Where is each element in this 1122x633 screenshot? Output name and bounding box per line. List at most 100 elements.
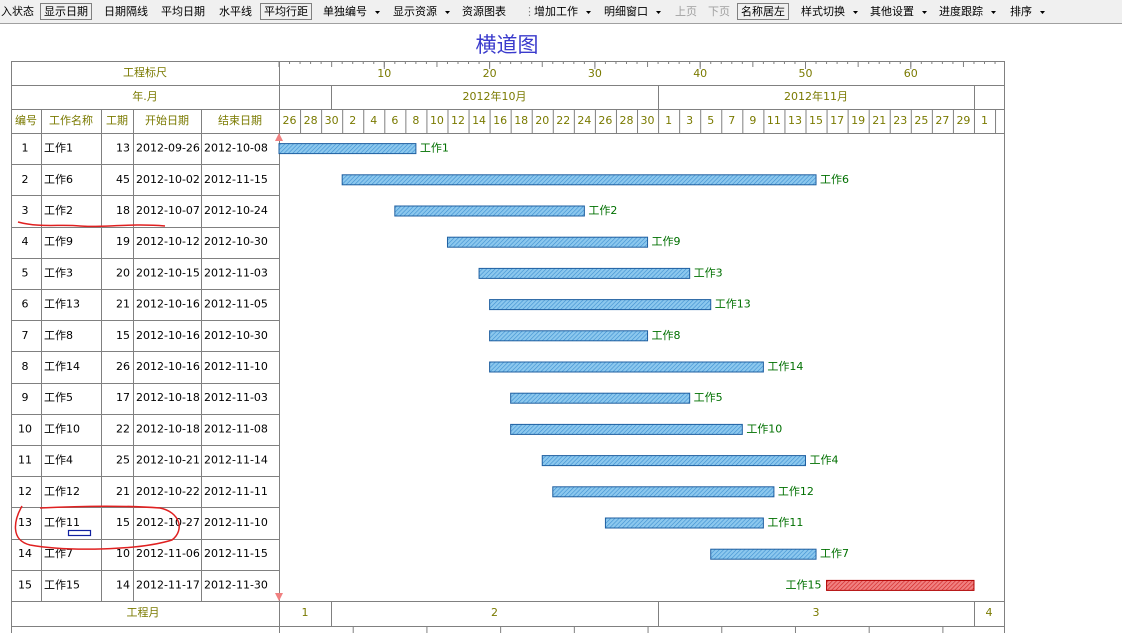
toolbar-button[interactable]: 进度跟踪 <box>939 4 983 18</box>
toolbar-button[interactable]: 其他设置 <box>870 5 914 18</box>
day-label: 5 <box>707 114 714 127</box>
footer-month: 2 <box>491 606 498 619</box>
row-id: 5 <box>22 266 29 279</box>
start-date: 2012-10-02 <box>136 173 200 186</box>
task-bar[interactable] <box>604 517 764 529</box>
day-label: 1 <box>665 114 672 127</box>
bar-label: 工作4 <box>810 454 839 467</box>
day-label: 4 <box>370 114 377 127</box>
day-label: 10 <box>430 114 444 127</box>
bar-label: 工作11 <box>767 516 803 529</box>
button-frame <box>260 3 312 20</box>
start-date: 2012-10-15 <box>136 266 200 279</box>
toolbar-button[interactable]: 资源图表 <box>462 4 506 18</box>
column-header: 工作名称 <box>49 113 93 127</box>
day-label: 30 <box>325 114 339 127</box>
task-bar[interactable] <box>478 267 691 279</box>
task-bar[interactable] <box>510 392 691 404</box>
task-bar[interactable] <box>552 486 775 498</box>
toolbar-button[interactable]: 日期隔线 <box>104 4 148 18</box>
day-label: 11 <box>767 114 781 127</box>
end-date: 2012-11-05 <box>204 298 268 311</box>
start-date: 2012-10-16 <box>136 329 200 342</box>
row-id: 3 <box>22 204 29 217</box>
toolbar-button[interactable]: 平均行距 <box>264 5 308 18</box>
duration: 22 <box>116 422 130 435</box>
end-date: 2012-11-03 <box>204 391 268 404</box>
task-bar[interactable] <box>489 299 712 311</box>
month-label: 2012年11月 <box>784 89 848 103</box>
task-name: 工作3 <box>44 266 73 279</box>
toolbar-button[interactable]: 平均日期 <box>161 5 205 18</box>
task-bar[interactable] <box>341 174 817 186</box>
duration: 14 <box>116 578 130 591</box>
dropdown-arrow <box>1040 11 1045 14</box>
task-bar[interactable] <box>446 236 649 248</box>
time-marker <box>275 133 283 141</box>
column-header: 结束日期 <box>218 114 262 127</box>
end-date: 2012-11-15 <box>204 547 268 560</box>
duration: 21 <box>116 298 130 311</box>
start-date: 2012-11-06 <box>136 547 200 560</box>
bar-label: 工作15 <box>786 578 822 591</box>
duration: 25 <box>116 454 130 467</box>
ruler-tick-label: 40 <box>693 67 707 80</box>
toolbar-button[interactable]: 单独编号 <box>323 4 367 18</box>
end-date: 2012-11-03 <box>204 266 268 279</box>
toolbar-button[interactable]: 样式切换 <box>801 4 845 18</box>
day-label: 15 <box>809 114 823 127</box>
toolbar-button[interactable]: 水平线 <box>219 4 252 18</box>
day-label: 25 <box>914 114 928 127</box>
task-name: 工作6 <box>44 173 73 186</box>
task-name: 工作14 <box>44 360 80 373</box>
day-label: 19 <box>851 114 865 127</box>
ruler-tick-label: 50 <box>799 67 813 80</box>
row-id: 2 <box>22 173 29 186</box>
toolbar-button[interactable]: 上页 <box>675 5 697 18</box>
task-bar[interactable] <box>278 143 417 155</box>
task-bar[interactable] <box>541 455 806 467</box>
day-label: 20 <box>535 114 549 127</box>
row-id: 15 <box>18 578 32 591</box>
toolbar-button[interactable]: 明细窗口 <box>604 4 648 18</box>
title: 横道图 <box>476 33 539 57</box>
task-bar[interactable] <box>826 579 975 591</box>
toolbar-button[interactable]: 名称居左 <box>741 4 785 18</box>
task-bar[interactable] <box>394 205 585 217</box>
toolbar-button[interactable]: 显示日期 <box>44 5 88 18</box>
day-label: 29 <box>956 114 970 127</box>
duration: 21 <box>116 485 130 498</box>
day-label: 18 <box>514 114 528 127</box>
day-label: 8 <box>412 114 419 127</box>
duration: 13 <box>116 142 130 155</box>
task-bar[interactable] <box>710 548 817 560</box>
duration: 45 <box>116 173 130 186</box>
toolbar-button[interactable]: 排序 <box>1010 4 1032 18</box>
end-date: 2012-11-10 <box>204 516 268 529</box>
toolbar-button[interactable]: 增加工作 <box>534 4 578 18</box>
bar-label: 工作2 <box>588 204 617 217</box>
task-bar[interactable] <box>489 330 649 342</box>
day-label: 16 <box>493 114 507 127</box>
day-label: 22 <box>556 114 570 127</box>
task-bar[interactable] <box>489 361 764 373</box>
button-frame <box>737 3 789 20</box>
start-date: 2012-10-16 <box>136 298 200 311</box>
dropdown-arrow <box>586 11 591 14</box>
toolbar-button[interactable]: 入状态 <box>1 4 34 18</box>
row-id: 13 <box>18 516 32 529</box>
day-label: 21 <box>872 114 886 127</box>
end-date: 2012-10-30 <box>204 235 268 248</box>
dropdown-arrow <box>922 11 927 14</box>
end-date: 2012-11-14 <box>204 454 268 467</box>
task-name: 工作1 <box>44 142 73 155</box>
task-bar[interactable] <box>510 423 743 435</box>
row-id: 4 <box>22 235 29 248</box>
day-label: 28 <box>619 114 633 127</box>
day-label: 28 <box>304 114 318 127</box>
row-id: 7 <box>22 329 29 342</box>
day-label: 17 <box>830 114 844 127</box>
toolbar-button[interactable]: 下页 <box>708 5 730 18</box>
task-name: 工作15 <box>44 578 80 591</box>
toolbar-button[interactable]: 显示资源 <box>393 4 437 18</box>
